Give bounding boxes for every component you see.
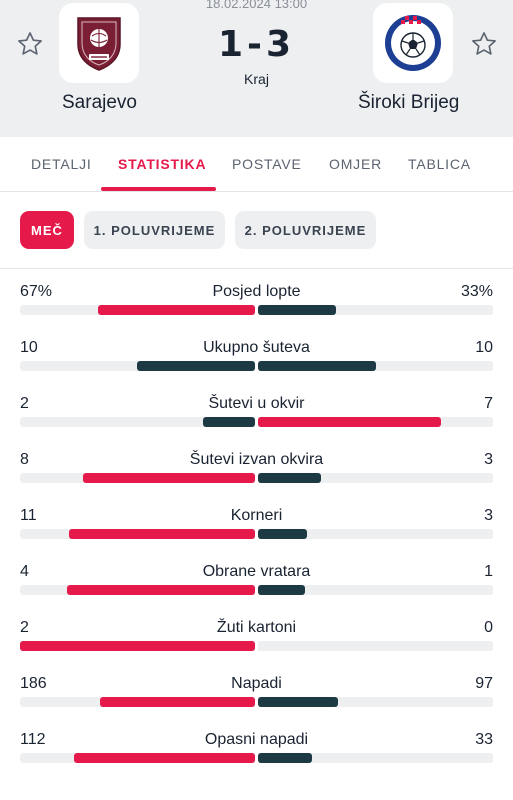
- tab-detalji[interactable]: DETALJI: [31, 156, 92, 172]
- stat-home-bar: [100, 697, 255, 707]
- stat-home-bar: [20, 641, 255, 651]
- stat-home-value: 112: [20, 731, 46, 748]
- stat-home-value: 67%: [20, 283, 53, 300]
- stat-away-bar: [258, 305, 336, 315]
- stat-away-value: 10: [475, 339, 493, 356]
- away-team-name[interactable]: Široki Brijeg: [358, 92, 460, 113]
- match-status: Kraj: [244, 71, 269, 87]
- stat-away-bar-track: [258, 361, 493, 371]
- stat-home-bar-track: [20, 753, 255, 763]
- stat-row: 112 Opasni napadi 33: [0, 731, 513, 787]
- stat-row: 186 Napadi 97: [0, 675, 513, 731]
- stat-home-value: 10: [20, 339, 38, 356]
- stat-away-value: 0: [484, 619, 493, 636]
- stat-home-value: 4: [20, 563, 29, 580]
- stat-row: 11 Korneri 3: [0, 507, 513, 563]
- stat-away-bar-track: [258, 641, 493, 651]
- stat-home-bar: [67, 585, 255, 595]
- stat-row: 2 Žuti kartoni 0: [0, 619, 513, 675]
- stat-away-bar: [258, 697, 338, 707]
- stat-away-bar: [258, 473, 321, 483]
- stat-home-bar-track: [20, 697, 255, 707]
- period-chip-mec[interactable]: MEČ: [20, 211, 74, 249]
- stat-home-bar-track: [20, 305, 255, 315]
- stat-away-bar-track: [258, 529, 493, 539]
- stat-row: 8 Šutevi izvan okvira 3: [0, 451, 513, 507]
- stat-label: Ukupno šuteva: [203, 339, 310, 356]
- stat-away-bar: [258, 361, 376, 371]
- stat-label: Napadi: [231, 675, 282, 692]
- stat-label: Žuti kartoni: [216, 619, 297, 636]
- stat-home-bar: [203, 417, 255, 427]
- stat-home-bar: [83, 473, 255, 483]
- stat-away-bar: [258, 753, 312, 763]
- stat-home-bar-track: [20, 473, 255, 483]
- stat-home-bar-track: [20, 361, 255, 371]
- stat-away-bar-track: [258, 305, 493, 315]
- stat-away-value: 7: [484, 395, 493, 412]
- fk-sarajevo-crest-icon: [77, 17, 121, 71]
- home-team-name[interactable]: Sarajevo: [62, 92, 137, 113]
- stat-home-value: 2: [20, 619, 29, 636]
- divider: [0, 268, 513, 269]
- stat-home-bar: [137, 361, 255, 371]
- stat-row: 2 Šutevi u okvir 7: [0, 395, 513, 451]
- stat-home-bar: [69, 529, 255, 539]
- stat-away-bar-track: [258, 753, 493, 763]
- stat-away-bar-track: [258, 697, 493, 707]
- stat-away-bar-track: [258, 473, 493, 483]
- stat-home-bar-track: [20, 585, 255, 595]
- stat-home-bar-track: [20, 641, 255, 651]
- stat-away-bar: [258, 585, 305, 595]
- stat-home-value: 11: [20, 507, 37, 524]
- favorite-home-star-icon[interactable]: [16, 30, 44, 58]
- stat-away-bar-track: [258, 417, 493, 427]
- nk-siroki-brijeg-crest-icon: [385, 15, 441, 71]
- tab-statistika[interactable]: STATISTIKA: [118, 156, 207, 172]
- tab-omjer[interactable]: OMJER: [329, 156, 382, 172]
- tab-postave[interactable]: POSTAVE: [232, 156, 302, 172]
- stat-away-bar: [258, 529, 307, 539]
- stat-home-value: 2: [20, 395, 29, 412]
- stat-row: 67% Posjed lopte 33%: [0, 283, 513, 339]
- stat-home-bar: [74, 753, 255, 763]
- stat-home-value: 8: [20, 451, 29, 468]
- stat-away-value: 3: [484, 451, 493, 468]
- favorite-away-star-icon[interactable]: [470, 30, 498, 58]
- stat-away-bar-track: [258, 585, 493, 595]
- stat-home-value: 186: [20, 675, 47, 692]
- match-header: 18.02.2024 13:00 Sarajevo 1-3 Kraj: [0, 0, 513, 137]
- tab-tablica[interactable]: TABLICA: [408, 156, 471, 172]
- stat-away-bar: [258, 417, 441, 427]
- stat-home-bar: [98, 305, 255, 315]
- stat-away-value: 1: [484, 563, 493, 580]
- match-tabs: DETALJI STATISTIKA POSTAVE OMJER TABLICA: [0, 137, 513, 192]
- match-score: 1-3: [217, 24, 296, 65]
- stat-away-value: 97: [475, 675, 493, 692]
- stat-away-value: 33%: [460, 283, 493, 300]
- match-datetime: 18.02.2024 13:00: [205, 0, 308, 11]
- stat-home-bar-track: [20, 529, 255, 539]
- active-tab-indicator: [101, 187, 216, 191]
- home-team-logo[interactable]: [59, 3, 139, 83]
- stat-away-value: 3: [484, 507, 493, 524]
- stat-label: Opasni napadi: [204, 731, 309, 748]
- stat-row: 4 Obrane vratara 1: [0, 563, 513, 619]
- stat-label: Korneri: [230, 507, 283, 524]
- stat-label: Obrane vratara: [202, 563, 311, 580]
- stat-home-bar-track: [20, 417, 255, 427]
- stat-label: Šutevi u okvir: [208, 395, 305, 412]
- stat-label: Šutevi izvan okvira: [189, 451, 324, 468]
- away-team-logo[interactable]: [373, 3, 453, 83]
- stat-away-value: 33: [475, 731, 493, 748]
- stat-row: 10 Ukupno šuteva 10: [0, 339, 513, 395]
- period-chip-first-half[interactable]: 1. POLUVRIJEME: [84, 211, 225, 249]
- stat-label: Posjed lopte: [212, 283, 301, 300]
- period-chip-second-half[interactable]: 2. POLUVRIJEME: [235, 211, 376, 249]
